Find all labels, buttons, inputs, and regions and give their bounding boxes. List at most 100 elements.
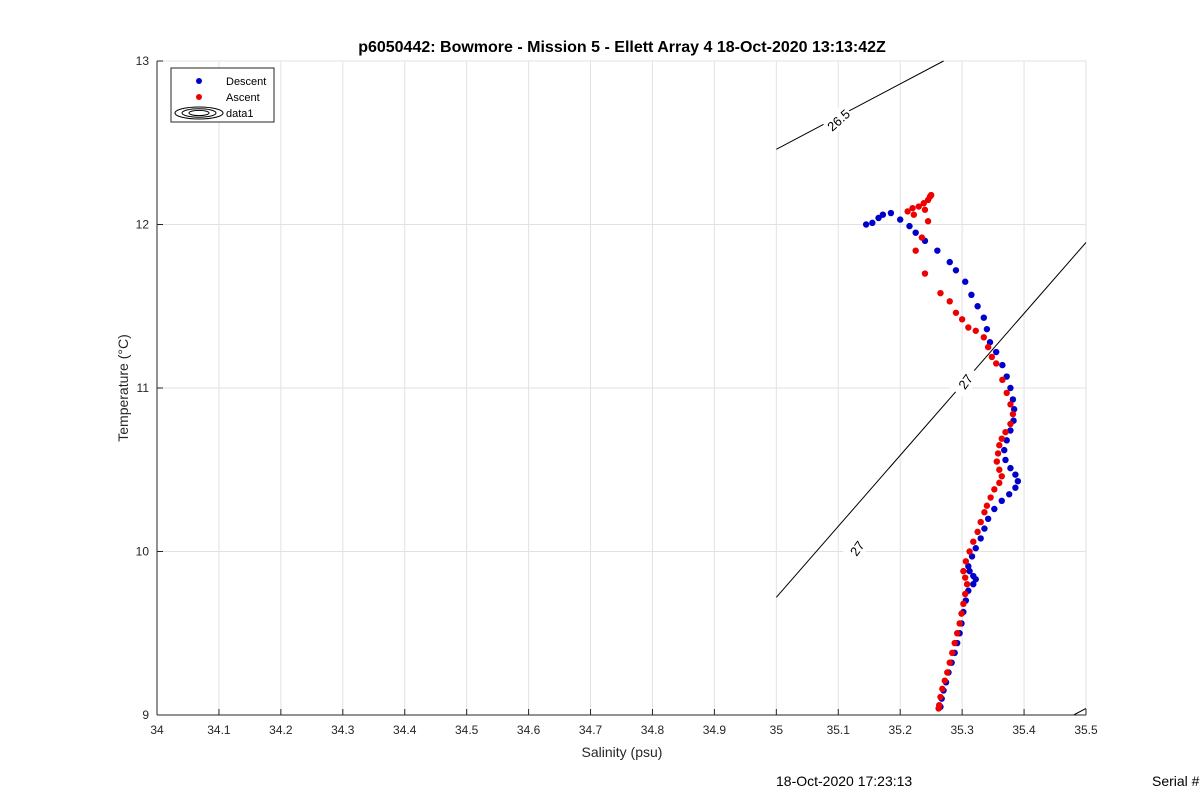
data-point — [980, 334, 988, 341]
data-point — [934, 247, 941, 254]
data-point — [952, 309, 960, 316]
data-point — [952, 267, 960, 274]
x-tick-label: 34.6 — [517, 723, 541, 737]
data-point — [946, 258, 953, 266]
legend-marker — [196, 78, 202, 84]
data-point — [966, 567, 973, 575]
data-point — [970, 581, 977, 588]
x-tick-label: 34.7 — [579, 723, 603, 737]
data-point — [953, 630, 961, 637]
data-point — [994, 450, 1002, 457]
data-point — [968, 553, 976, 560]
x-tick-label: 35 — [770, 723, 784, 737]
y-tick-label: 12 — [136, 218, 150, 232]
data-point — [1012, 471, 1019, 478]
data-point — [998, 497, 1005, 505]
data-point — [993, 458, 1001, 465]
data-point — [951, 639, 958, 647]
grid — [156, 60, 1087, 716]
data-point — [924, 196, 932, 204]
axes: 34 34.1 34.2 34.3 34.4 34.5 34.6 34.7 34.8 34.9 35… — [136, 54, 1098, 737]
data-point — [935, 705, 942, 712]
data-point — [984, 515, 992, 522]
data-point — [1006, 491, 1013, 498]
data-point — [862, 221, 870, 228]
data-point — [962, 278, 969, 285]
data-point — [972, 576, 979, 583]
data-point — [1009, 410, 1017, 418]
legend-marker — [196, 94, 202, 100]
data-point — [941, 677, 948, 684]
data-point — [918, 234, 926, 241]
footer-serial: Serial # — [1152, 773, 1200, 789]
data-point — [996, 442, 1003, 449]
data-point — [1007, 464, 1014, 472]
data-point — [927, 191, 935, 199]
series-ascent — [904, 191, 1017, 712]
data-point — [1007, 420, 1014, 428]
x-tick-label: 34.5 — [455, 723, 479, 737]
data-point — [958, 610, 965, 617]
data-point — [972, 545, 979, 552]
data-point — [1009, 396, 1017, 403]
x-tick-label: 35.1 — [827, 723, 851, 737]
legend-contour-icon — [188, 109, 210, 117]
data-point — [1007, 384, 1014, 392]
data-point — [879, 211, 887, 218]
density-contour-line — [776, 60, 944, 150]
data-point — [963, 581, 971, 588]
data-point — [986, 339, 994, 346]
x-tick-label: 34.1 — [207, 723, 231, 737]
data-point — [1010, 406, 1018, 413]
x-tick-label: 35.5 — [1074, 723, 1098, 737]
data-point — [962, 558, 970, 565]
data-point — [980, 314, 988, 321]
data-point — [966, 548, 973, 555]
data-point — [998, 473, 1005, 480]
x-axis-label: Salinity (psu) — [582, 744, 663, 760]
data-point — [977, 535, 984, 542]
data-point — [937, 693, 944, 701]
data-point — [912, 229, 919, 236]
data-point — [906, 222, 913, 230]
data-point — [991, 486, 998, 493]
data-point — [924, 218, 932, 225]
data-point — [1001, 446, 1008, 454]
density-contour-line — [1073, 708, 1087, 716]
data-point — [1002, 428, 1009, 436]
data-point — [912, 247, 919, 254]
data-point — [977, 518, 984, 526]
x-tick-label: 34.8 — [641, 723, 665, 737]
data-point — [869, 219, 876, 227]
data-point — [984, 343, 992, 351]
data-point — [962, 590, 969, 598]
y-tick-label: 11 — [137, 381, 150, 395]
data-point — [946, 298, 953, 305]
data-point — [970, 538, 977, 545]
data-point — [921, 206, 929, 213]
density-contour-line — [775, 242, 1087, 598]
data-point — [909, 204, 916, 212]
contour-label: 27 — [847, 538, 868, 559]
data-point — [996, 466, 1003, 473]
legend-label: Descent — [226, 76, 266, 88]
data-point — [983, 502, 991, 509]
contour-label-background — [949, 364, 981, 399]
x-tick-label: 35.4 — [1012, 723, 1036, 737]
data-point — [960, 600, 967, 608]
data-point — [1007, 427, 1014, 434]
data-point — [875, 214, 882, 222]
x-tick-label: 35.3 — [950, 723, 974, 737]
data-point — [974, 303, 981, 310]
data-point — [1002, 456, 1009, 464]
footer-timestamp: 18-Oct-2020 17:23:13 — [776, 773, 913, 789]
data-point — [972, 327, 979, 334]
contour-label: 27 — [955, 371, 976, 392]
x-tick-label: 34.2 — [269, 723, 293, 737]
data-series — [862, 191, 1022, 712]
data-point — [949, 649, 956, 657]
legend: Descent Ascent data1 — [170, 67, 275, 123]
data-point — [958, 316, 966, 323]
